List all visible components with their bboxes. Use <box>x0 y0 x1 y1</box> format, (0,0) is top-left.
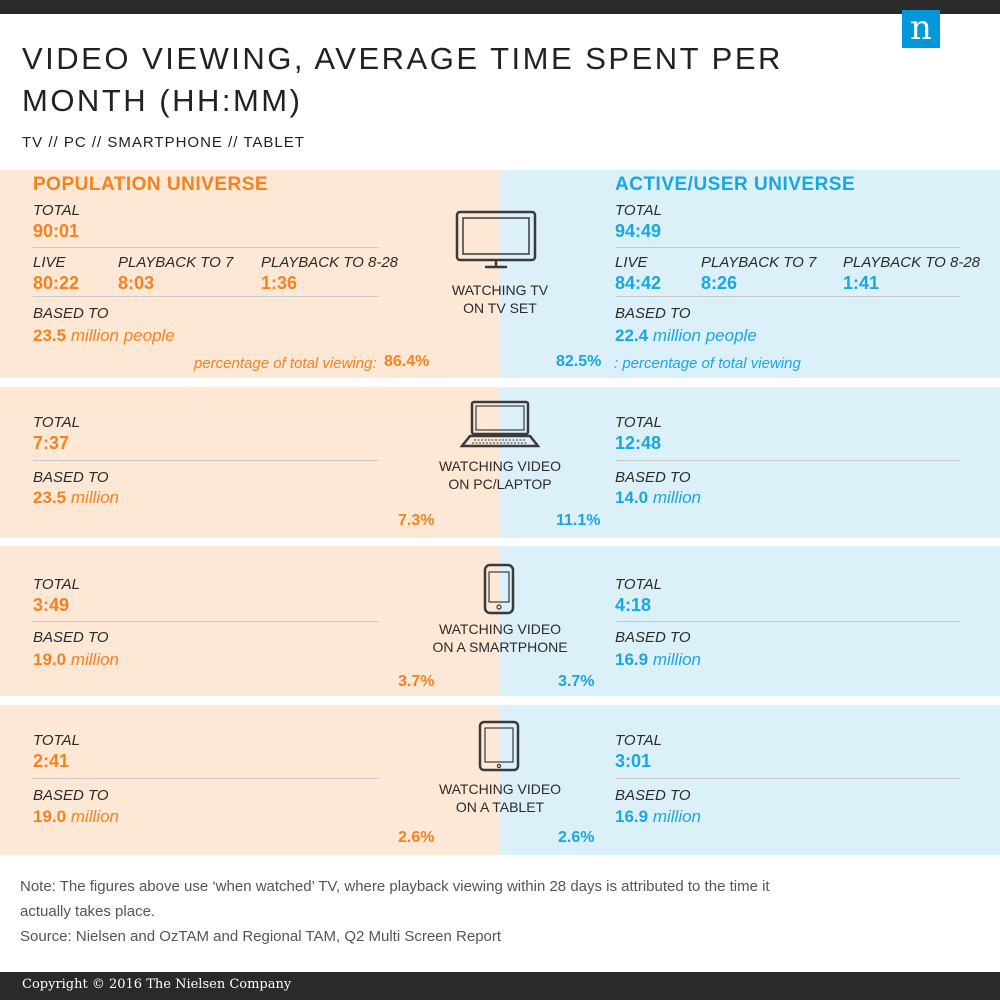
tv-left-playback7-value: 8:03 <box>118 273 155 293</box>
tv-right-pct: 82.5% <box>556 353 602 370</box>
tablet-right-total-value: 3:01 <box>615 751 652 771</box>
divider <box>33 460 379 461</box>
pc-left-based-label: BASED TO <box>33 469 109 486</box>
tablet-left-pct: 2.6% <box>398 829 435 846</box>
smartphone-left-pct: 3.7% <box>398 673 435 690</box>
tv-left-based-label: BASED TO <box>33 305 109 322</box>
smartphone-device-label: WATCHING VIDEO ON A SMARTPHONE <box>432 621 568 655</box>
smartphone-right-based-label: BASED TO <box>615 629 691 646</box>
tablet-left-total-label: TOTAL <box>33 732 80 749</box>
tablet-right-based-label: BASED TO <box>615 787 691 804</box>
divider <box>615 621 961 622</box>
tv-population-panel <box>0 170 500 378</box>
smartphone-left-based-label: BASED TO <box>33 629 109 646</box>
pc-right-pct: 11.1% <box>556 512 601 529</box>
divider <box>615 778 961 779</box>
tv-right-total-value: 94:49 <box>615 221 662 241</box>
tv-left-playback828-value: 1:36 <box>261 273 298 293</box>
divider <box>615 247 961 248</box>
divider <box>33 778 379 779</box>
tv-device-label: WATCHING TV ON TV SET <box>451 282 549 316</box>
divider <box>615 296 961 297</box>
pc-left-based-value: 23.5 million <box>33 488 120 507</box>
pc-right-based-label: BASED TO <box>615 469 691 486</box>
tv-active-panel <box>500 170 1000 378</box>
smartphone-left-total-value: 3:49 <box>33 595 70 615</box>
tablet-left-based-label: BASED TO <box>33 787 109 804</box>
tv-left-playback828-label: PLAYBACK TO 8-28 <box>261 254 399 271</box>
pc-left-total-value: 7:37 <box>33 433 70 453</box>
pc-active-panel <box>500 387 1000 538</box>
tv-icon <box>455 210 537 269</box>
divider <box>33 621 379 622</box>
page-title: VIDEO VIEWING, AVERAGE TIME SPENT PER MO… <box>22 41 783 118</box>
tablet-population-panel <box>0 705 500 855</box>
tv-right-based-label: BASED TO <box>615 305 691 322</box>
tv-left-pct: 86.4% <box>384 353 430 370</box>
tv-right-playback828-label: PLAYBACK TO 8-28 <box>843 254 981 271</box>
nielsen-logo: n <box>902 10 940 48</box>
tv-left-live-label: LIVE <box>33 254 66 271</box>
pc-right-based-value: 14.0 million <box>615 488 702 507</box>
tv-right-total-label: TOTAL <box>615 202 662 219</box>
smartphone-left-based-value: 19.0 million <box>33 650 120 669</box>
divider <box>615 460 961 461</box>
pc-right-total-value: 12:48 <box>615 433 662 453</box>
pc-left-pct: 7.3% <box>398 512 435 529</box>
footer-bar: Copyright © 2016 The Nielsen Company <box>0 972 1000 1000</box>
smartphone-right-based-value: 16.9 million <box>615 650 702 669</box>
copyright-text: Copyright © 2016 The Nielsen Company <box>22 977 292 992</box>
tablet-right-pct: 2.6% <box>558 829 595 846</box>
divider <box>33 247 379 248</box>
smartphone-right-total-label: TOTAL <box>615 576 662 593</box>
tv-right-live-value: 84:42 <box>615 273 662 293</box>
smartphone-icon <box>483 563 515 615</box>
tv-left-pct-note: percentage of total viewing: <box>194 355 377 372</box>
pc-population-panel <box>0 387 500 538</box>
tablet-right-total-label: TOTAL <box>615 732 662 749</box>
tablet-left-total-value: 2:41 <box>33 751 70 771</box>
tv-left-total-label: TOTAL <box>33 202 80 219</box>
tv-right-playback7-value: 8:26 <box>701 273 738 293</box>
tv-right-based-value: 22.4 million people <box>615 326 757 345</box>
tablet-active-panel <box>500 705 1000 855</box>
divider <box>33 296 379 297</box>
tablet-icon <box>478 720 520 772</box>
note-text: Note: The figures above use ‘when watche… <box>20 878 770 945</box>
tv-right-live-label: LIVE <box>615 254 648 271</box>
tv-left-playback7-label: PLAYBACK TO 7 <box>118 254 234 271</box>
laptop-icon <box>460 400 540 448</box>
tv-right-pct-note: : percentage of total viewing <box>614 355 801 372</box>
page-subtitle: TV // PC // SMARTPHONE // TABLET <box>22 134 305 151</box>
active-universe-header: ACTIVE/USER UNIVERSE <box>615 174 856 195</box>
tv-left-total-value: 90:01 <box>33 221 80 241</box>
tablet-left-based-value: 19.0 million <box>33 807 120 826</box>
smartphone-left-total-label: TOTAL <box>33 576 80 593</box>
population-universe-header: POPULATION UNIVERSE <box>33 174 269 195</box>
top-bar <box>0 0 1000 14</box>
pc-left-total-label: TOTAL <box>33 414 80 431</box>
tv-left-based-value: 23.5 million people <box>33 326 175 345</box>
tablet-device-label: WATCHING VIDEO ON A TABLET <box>438 781 562 815</box>
tv-right-playback828-value: 1:41 <box>843 273 880 293</box>
smartphone-right-total-value: 4:18 <box>615 595 652 615</box>
pc-right-total-label: TOTAL <box>615 414 662 431</box>
tablet-right-based-value: 16.9 million <box>615 807 702 826</box>
tv-right-playback7-label: PLAYBACK TO 7 <box>701 254 817 271</box>
tv-left-live-value: 80:22 <box>33 273 80 293</box>
pc-device-label: WATCHING VIDEO ON PC/LAPTOP <box>438 458 562 492</box>
smartphone-right-pct: 3.7% <box>558 673 595 690</box>
